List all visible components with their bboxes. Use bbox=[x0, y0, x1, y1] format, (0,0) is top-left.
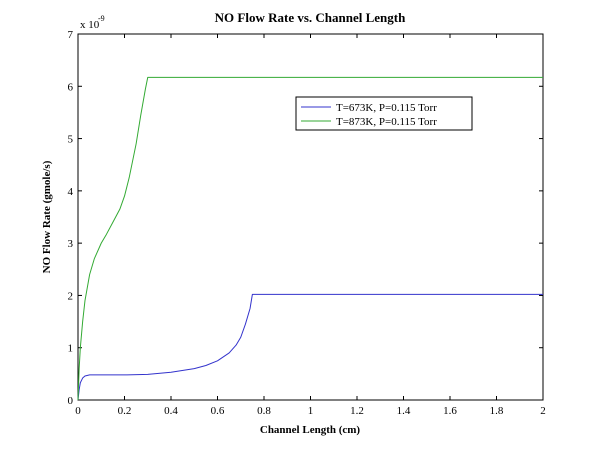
x-tick-label: 1.2 bbox=[350, 405, 364, 417]
y-axis-label: NO Flow Rate (gmole/s) bbox=[41, 160, 53, 273]
y-tick-label: 3 bbox=[68, 238, 74, 250]
x-axis-label: Channel Length (cm) bbox=[260, 424, 361, 436]
x-tick-label: 0 bbox=[75, 405, 81, 417]
y-multiplier-label: x 10 bbox=[80, 19, 100, 31]
x-tick-label: 0.8 bbox=[257, 405, 271, 417]
series-layer bbox=[77, 76, 543, 401]
legend-box bbox=[295, 96, 473, 131]
y-tick-label: 6 bbox=[68, 81, 74, 93]
x-tick-label: 1 bbox=[308, 405, 314, 417]
series-line-1 bbox=[77, 293, 543, 401]
x-tick-label: 1.8 bbox=[490, 405, 504, 417]
x-tick-label: 1.6 bbox=[443, 405, 457, 417]
x-tick-label: 0.4 bbox=[164, 405, 178, 417]
legend-label-series-2: T=873K, P=0.115 Torr bbox=[336, 116, 437, 128]
y-tick-label: 5 bbox=[68, 134, 74, 146]
x-tick-label: 2 bbox=[540, 405, 546, 417]
y-axis-ticks: 0 1 2 3 4 5 6 7 bbox=[68, 29, 543, 407]
x-tick-label: 0.6 bbox=[211, 405, 225, 417]
chart-title: NO Flow Rate vs. Channel Length bbox=[215, 10, 406, 25]
y-tick-label: 7 bbox=[68, 29, 74, 41]
y-tick-label: 1 bbox=[68, 343, 74, 355]
x-tick-label: 0.2 bbox=[118, 405, 132, 417]
legend: T=673K, P=0.115 Torr T=873K, P=0.115 Tor… bbox=[295, 96, 473, 131]
series-line-2 bbox=[77, 76, 543, 401]
y-tick-label: 0 bbox=[68, 395, 74, 407]
y-tick-label: 2 bbox=[68, 290, 74, 302]
y-multiplier-exponent: -9 bbox=[98, 14, 105, 23]
legend-label-series-1: T=673K, P=0.115 Torr bbox=[336, 102, 437, 114]
plot-frame bbox=[77, 33, 544, 401]
x-axis-ticks: 0 0.2 0.4 0.6 0.8 1 1.2 1.4 1.6 1.8 2 bbox=[75, 34, 546, 417]
x-tick-label: 1.4 bbox=[397, 405, 411, 417]
y-tick-label: 4 bbox=[68, 186, 74, 198]
